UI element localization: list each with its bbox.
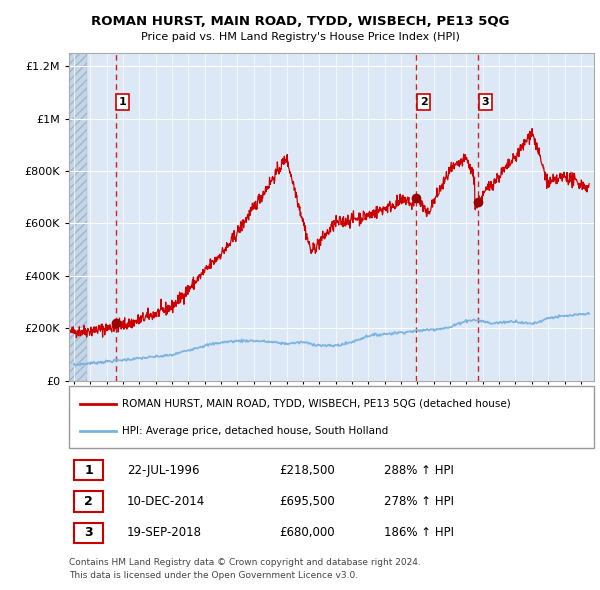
Text: 10-DEC-2014: 10-DEC-2014 [127,495,205,508]
Text: ROMAN HURST, MAIN ROAD, TYDD, WISBECH, PE13 5QG: ROMAN HURST, MAIN ROAD, TYDD, WISBECH, P… [91,15,509,28]
Text: 2: 2 [85,495,93,508]
Text: 2: 2 [419,97,427,107]
Text: 22-JUL-1996: 22-JUL-1996 [127,464,199,477]
FancyBboxPatch shape [74,460,103,480]
Text: 1: 1 [85,464,93,477]
FancyBboxPatch shape [74,523,103,543]
Text: 3: 3 [481,97,489,107]
Text: £680,000: £680,000 [279,526,335,539]
Text: 3: 3 [85,526,93,539]
Text: 278% ↑ HPI: 278% ↑ HPI [384,495,454,508]
Text: £695,500: £695,500 [279,495,335,508]
Text: This data is licensed under the Open Government Licence v3.0.: This data is licensed under the Open Gov… [69,571,358,580]
FancyBboxPatch shape [74,491,103,512]
Bar [69,53,87,381]
Text: 19-SEP-2018: 19-SEP-2018 [127,526,202,539]
Text: Contains HM Land Registry data © Crown copyright and database right 2024.: Contains HM Land Registry data © Crown c… [69,558,421,566]
Text: HPI: Average price, detached house, South Holland: HPI: Average price, detached house, Sout… [121,426,388,436]
Text: ROMAN HURST, MAIN ROAD, TYDD, WISBECH, PE13 5QG (detached house): ROMAN HURST, MAIN ROAD, TYDD, WISBECH, P… [121,399,510,409]
Text: £218,500: £218,500 [279,464,335,477]
Text: 288% ↑ HPI: 288% ↑ HPI [384,464,454,477]
Text: 186% ↑ HPI: 186% ↑ HPI [384,526,454,539]
Text: Price paid vs. HM Land Registry's House Price Index (HPI): Price paid vs. HM Land Registry's House … [140,32,460,42]
Text: 1: 1 [119,97,127,107]
